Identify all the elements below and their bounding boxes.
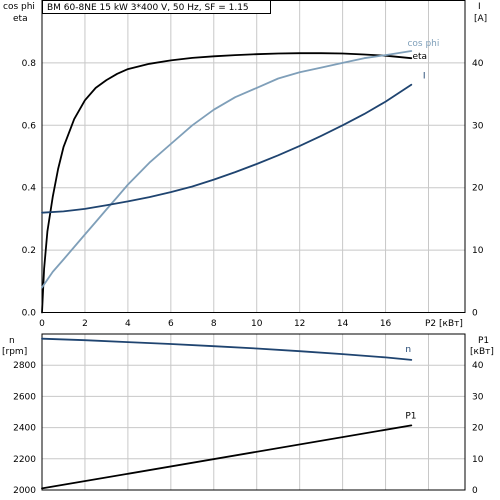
series-line-I (41, 83, 413, 214)
left-tick-label: 0.2 (22, 246, 36, 256)
series-label-n: n (405, 345, 411, 355)
right-tick-label: 20 (472, 184, 484, 194)
series-line-cos-phi (41, 50, 413, 289)
top-right-axis-label-1: I (478, 2, 481, 12)
x-tick-label: 12 (294, 319, 305, 329)
right-tick-label: 40 (472, 361, 484, 371)
left-tick-label: 2600 (13, 392, 36, 402)
top-plot-frame (41, 0, 466, 313)
bottom-plot: 2000 2200 2400 2600 2800 0 10 20 30 40 n [rpm] P… (2, 333, 494, 496)
x-tick-label: 4 (125, 319, 131, 329)
right-tick-label: 40 (472, 59, 484, 69)
top-left-axis-label-1: cos phi (3, 2, 35, 12)
x-tick-label: 0 (39, 319, 45, 329)
left-tick-label: 2400 (13, 424, 36, 434)
right-tick-label: 30 (472, 392, 484, 402)
top-grid (42, 0, 465, 313)
x-tick-label: 14 (337, 319, 349, 329)
bottom-right-axis-label-1: P1 (478, 336, 489, 346)
series-label-P1: P1 (405, 411, 416, 421)
left-tick-label: 2000 (13, 486, 36, 496)
top-left-axis-label-2: eta (13, 14, 28, 24)
x-tick-label: 6 (168, 319, 174, 329)
right-tick-label: 20 (472, 424, 484, 434)
bottom-left-ticks: 2000 2200 2400 2600 2800 (13, 361, 36, 496)
bottom-left-axis-label-1: n (9, 336, 15, 346)
x-axis-label: P2 [кВт] (425, 319, 463, 329)
x-tick-label: 2 (82, 319, 88, 329)
top-left-ticks: 0.0 0.2 0.4 0.6 0.8 (22, 59, 37, 319)
left-tick-label: 2800 (13, 361, 36, 371)
bottom-series-layer (41, 337, 413, 490)
right-tick-label: 0 (472, 486, 478, 496)
series-label-cos-phi: cos phi (407, 39, 439, 49)
bottom-right-ticks: 0 10 20 30 40 (472, 361, 484, 496)
bottom-grid (42, 334, 465, 490)
chart-title: BM 60-8NE 15 kW 3*400 V, 50 Hz, SF = 1.1… (47, 3, 249, 13)
x-tick-label: 8 (211, 319, 217, 329)
series-line-P1 (41, 424, 413, 490)
series-line-n (41, 337, 413, 361)
series-label-eta: eta (412, 52, 427, 62)
x-tick-label: 10 (251, 319, 263, 329)
left-tick-label: 0.0 (22, 309, 37, 319)
title-box (42, 0, 271, 14)
series-label-I: I (423, 72, 426, 82)
top-right-axis-label-2: [A] (474, 14, 487, 24)
bottom-plot-frame (41, 333, 466, 491)
bottom-series-labels: n P1 (405, 345, 416, 421)
left-tick-label: 0.6 (22, 121, 37, 131)
series-line-eta (41, 52, 413, 314)
left-tick-label: 0.4 (22, 184, 37, 194)
right-tick-label: 10 (472, 455, 484, 465)
right-tick-label: 10 (472, 246, 484, 256)
top-right-ticks: 0 10 20 30 40 (472, 59, 484, 319)
right-tick-label: 30 (472, 121, 484, 131)
bottom-right-axis-label-2: [кВт] (470, 347, 494, 357)
x-tick-label: 16 (380, 319, 392, 329)
left-tick-label: 2200 (13, 455, 36, 465)
top-x-ticks: 0 2 4 6 8 10 12 14 16 (39, 319, 391, 329)
top-series-labels: eta cos phi I (407, 39, 439, 82)
top-series-layer (41, 50, 413, 314)
bottom-left-axis-label-2: [rpm] (2, 347, 27, 357)
right-tick-label: 0 (472, 309, 478, 319)
left-tick-label: 0.8 (22, 59, 37, 69)
